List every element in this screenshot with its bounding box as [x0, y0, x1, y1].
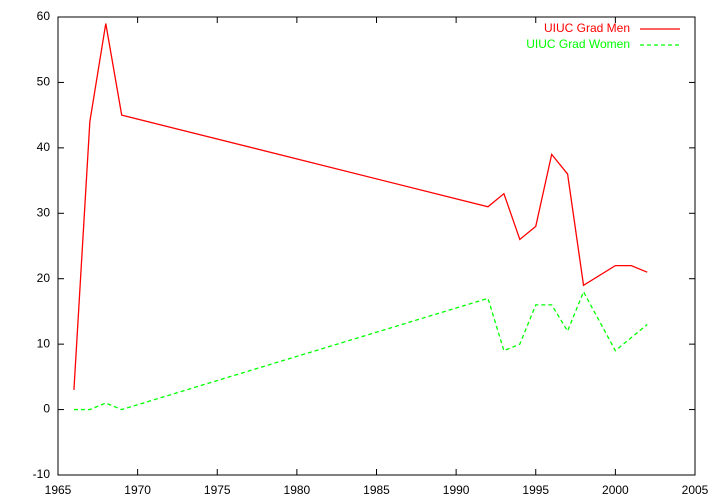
x-tick-label: 1985	[363, 483, 390, 497]
x-tick-label: 1970	[124, 483, 151, 497]
y-tick-label: -10	[33, 467, 51, 481]
x-tick-label: 2000	[602, 483, 629, 497]
x-tick-label: 1990	[443, 483, 470, 497]
series-line	[73, 23, 648, 390]
y-tick-label: 30	[37, 205, 51, 219]
legend-label: UIUC Grad Women	[526, 37, 630, 51]
x-tick-label: 1975	[204, 483, 231, 497]
series-line	[73, 290, 648, 411]
legend-label: UIUC Grad Men	[544, 21, 630, 35]
x-tick-label: 1980	[284, 483, 311, 497]
y-tick-label: 20	[37, 271, 51, 285]
x-tick-label: 2005	[682, 483, 709, 497]
y-tick-label: 60	[37, 9, 51, 23]
y-tick-label: 40	[37, 140, 51, 154]
y-tick-label: 0	[43, 402, 50, 416]
plot-frame	[57, 16, 696, 476]
x-tick-label: 1965	[45, 483, 72, 497]
y-tick-label: 50	[37, 75, 51, 89]
x-tick-label: 1995	[522, 483, 549, 497]
y-tick-label: 10	[37, 336, 51, 350]
